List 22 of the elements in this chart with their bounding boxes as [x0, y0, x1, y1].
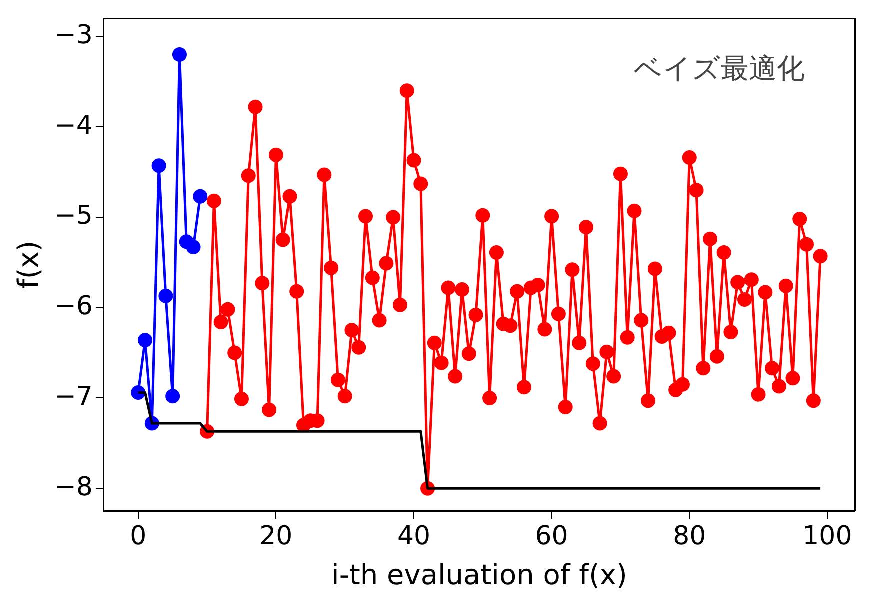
- y-tick-label: −7: [54, 382, 93, 412]
- x-tick-label: 60: [535, 522, 568, 552]
- y-tick-label: −3: [54, 20, 93, 50]
- x-tick-label: 100: [802, 522, 852, 552]
- y-tick-label: −4: [54, 110, 93, 141]
- x-axis-title: i-th evaluation of f(x): [332, 558, 628, 592]
- point: [166, 389, 180, 404]
- point: [138, 333, 153, 348]
- point: [193, 189, 208, 204]
- point: [172, 48, 187, 62]
- y-tick-label: −8: [54, 472, 93, 502]
- point: [152, 158, 166, 174]
- x-tick-label: 80: [673, 522, 706, 552]
- annotation: ベイズ最適化: [634, 52, 805, 85]
- x-tick-label: 20: [260, 522, 293, 552]
- point: [186, 240, 201, 255]
- y-tick-label: −5: [54, 201, 93, 232]
- y-axis-title: f(x): [12, 240, 46, 290]
- x-tick-label: 0: [130, 522, 147, 552]
- point: [158, 288, 174, 304]
- x-tick-label: 40: [397, 522, 431, 552]
- y-tick-label: −6: [54, 292, 93, 322]
